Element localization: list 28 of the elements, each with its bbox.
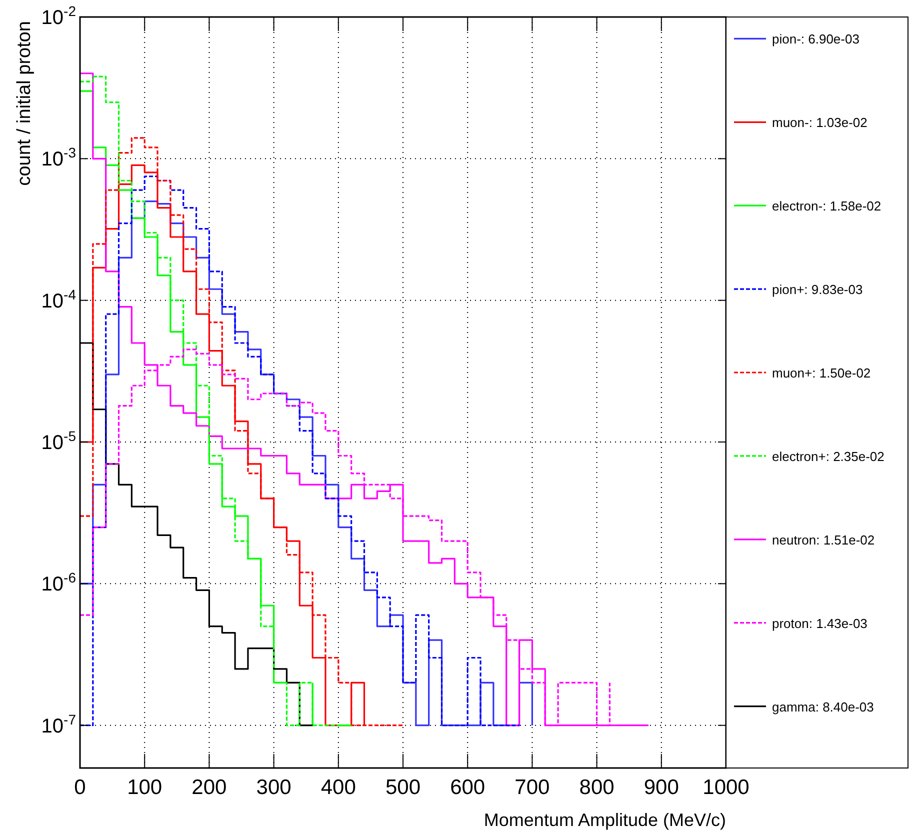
x-tick-label: 300 [256,776,292,799]
legend-label: muon-: 1.03e-02 [772,115,868,130]
x-tick-label: 900 [644,776,679,799]
y-tick-label: 10$^{-6}$ [41,570,76,596]
x-tick-label: 1000 [702,776,750,799]
legend-label: muon+: 1.50e-02 [772,366,871,380]
x-tick-label: 200 [192,776,227,799]
x-tick-label: 600 [450,776,486,799]
x-axis-title: Momentum Amplitude (MeV/c) [484,810,726,830]
legend-label: pion+: 9.83e-03 [772,282,863,298]
y-axis-title: count / initial proton [14,21,35,186]
x-tick-label: 400 [320,776,356,799]
x-tick-label: 800 [579,776,614,799]
x-tick-label: 500 [385,776,421,799]
y-tick-label: 10$^{-3}$ [41,144,76,171]
legend-label: electron+: 2.35e-02 [772,448,884,464]
x-tick-label: 700 [514,776,550,799]
legend-label: electron-: 1.58e-02 [772,198,882,214]
legend-label: pion-: 6.90e-03 [772,32,860,47]
legend-label: neutron: 1.51e-02 [772,532,875,548]
y-tick-label: 10$^{-2}$ [41,3,76,29]
x-tick-label: 100 [127,776,162,799]
y-tick-label: 10$^{-7}$ [41,711,76,738]
legend-label: proton: 1.43e-03 [772,616,868,631]
y-tick-label: 10$^{-5}$ [41,428,76,454]
y-tick-label: 10$^{-4}$ [41,286,76,312]
x-tick-label: 0 [74,776,86,799]
legend-label: gamma: 8.40e-03 [772,699,874,714]
